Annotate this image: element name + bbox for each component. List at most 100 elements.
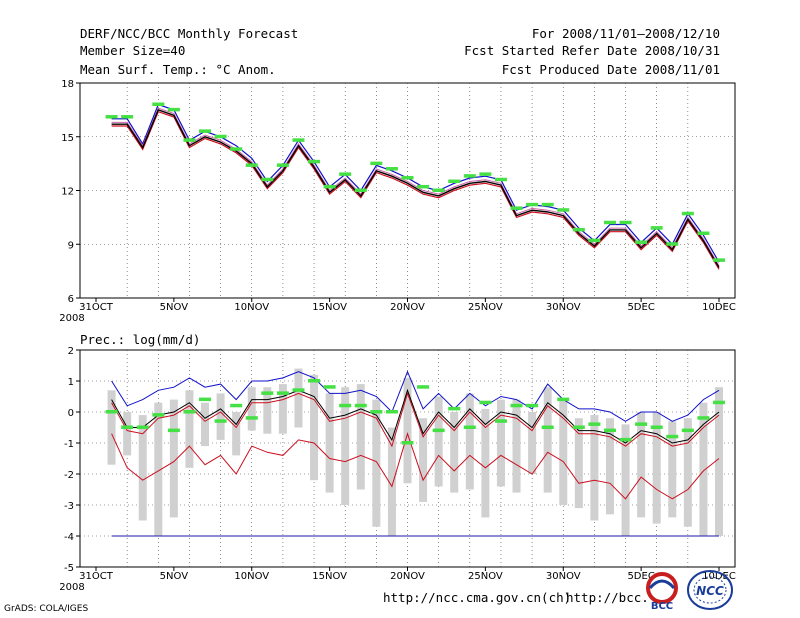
range-bar <box>107 390 116 465</box>
forecast-marker <box>557 208 570 212</box>
range-bar <box>201 402 210 447</box>
x-tick-label: 30NOV <box>546 571 581 582</box>
x-tick-label: 20NOV <box>390 571 425 582</box>
range-bar <box>559 399 568 505</box>
forecast-marker <box>230 403 243 408</box>
range-bar <box>263 387 272 434</box>
forecast-marker <box>572 425 585 429</box>
y-tick-label: 2 <box>68 346 74 357</box>
forecast-marker <box>681 428 694 433</box>
forecast-marker <box>167 107 180 112</box>
forecast-marker <box>276 163 289 167</box>
forecast-marker <box>214 419 227 423</box>
y-tick-label: 0 <box>68 408 74 419</box>
forecast-marker <box>121 115 134 119</box>
x-tick-label: 10NOV <box>234 302 269 313</box>
x-tick-label: 5NOV <box>160 302 189 313</box>
forecast-marker <box>432 188 445 192</box>
range-bar <box>341 387 350 505</box>
series-lower-line <box>111 432 720 500</box>
x-tick-label: 30NOV <box>546 302 581 313</box>
forecast-marker <box>401 441 414 445</box>
forecast-marker <box>339 403 352 408</box>
forecast-marker <box>401 175 414 180</box>
forecast-marker <box>214 134 227 139</box>
x-tick-label: 10DEC <box>702 302 736 313</box>
forecast-marker <box>666 242 679 246</box>
chart-panel-2: -5 -4 -3 -2 -1 0 1 2 31OCT 5NOV 10NOV 15NOV 20NOV 25N… <box>59 346 736 593</box>
ncc-logo-icon: NCC <box>687 570 733 610</box>
range-bar <box>372 399 381 527</box>
range-bar <box>419 418 428 502</box>
forecast-marker <box>370 161 383 166</box>
range-bar <box>465 393 474 490</box>
forecast-marker <box>245 163 258 167</box>
forecast-marker <box>167 428 180 433</box>
range-bar <box>310 374 319 481</box>
range-bar <box>683 418 692 527</box>
series-upper-line <box>111 370 720 422</box>
forecast-marker <box>230 147 243 151</box>
y-tick-label: -4 <box>64 532 74 543</box>
y-tick-label: 1 <box>68 377 74 388</box>
bcc-logo-icon: BCC <box>646 572 678 612</box>
forecast-marker <box>183 138 196 142</box>
forecast-marker <box>261 177 274 182</box>
range-bar <box>185 390 194 468</box>
chart-title: DERF/NCC/BCC Monthly Forecast <box>80 26 299 41</box>
series-lower-line <box>111 110 720 270</box>
x-tick-label: 25NOV <box>468 571 503 582</box>
forecast-marker <box>199 129 212 133</box>
x-tick-label: 5DEC <box>627 302 654 313</box>
forecast-marker <box>370 410 383 414</box>
x-tick-label: 20NOV <box>390 302 425 313</box>
precip-title: Prec.: log(mm/d) <box>80 332 200 347</box>
y-tick-label: 12 <box>61 187 74 198</box>
forecast-marker <box>650 226 663 230</box>
forecast-marker <box>354 188 367 192</box>
range-bar <box>668 421 677 518</box>
x-tick-label: 10DEC <box>702 571 736 582</box>
range-bar <box>356 384 365 490</box>
series-upper-line <box>111 103 720 263</box>
forecast-marker <box>339 172 352 176</box>
x-tick-label: 31OCT <box>79 302 114 313</box>
y-tick-label: 9 <box>68 240 74 251</box>
y-tick-label: -3 <box>64 501 74 512</box>
range-bar <box>543 387 552 493</box>
forecast-marker <box>121 425 134 429</box>
range-bar <box>123 412 132 456</box>
forecast-marker <box>308 379 321 383</box>
forecast-marker <box>292 388 305 392</box>
forecast-marker <box>152 413 165 417</box>
grads-credit: GrADS: COLA/IGES <box>4 604 89 614</box>
y-tick-label: 18 <box>61 79 74 90</box>
footer-url-bcc[interactable]: http://bcc. <box>566 590 649 605</box>
range-bar <box>169 399 178 518</box>
forecast-marker <box>681 211 694 216</box>
range-bar <box>528 412 537 474</box>
x-tick-label: 5NOV <box>160 571 189 582</box>
forecast-marker <box>448 179 461 184</box>
forecast-marker <box>479 400 492 405</box>
forecast-marker <box>541 202 554 207</box>
forecast-marker <box>417 385 430 389</box>
member-size-label: Member Size=40 <box>80 43 186 58</box>
forecast-marker <box>526 202 539 207</box>
range-bar <box>652 412 661 524</box>
range-bar <box>605 418 614 515</box>
forecast-marker <box>354 403 367 408</box>
y-tick-label: 15 <box>61 133 74 144</box>
forecast-marker <box>650 425 663 429</box>
y-tick-label: -1 <box>64 439 74 450</box>
forecast-marker <box>385 410 398 414</box>
forecast-marker <box>323 385 336 389</box>
forecast-marker <box>183 410 196 414</box>
forecast-marker <box>713 258 725 262</box>
forecast-marker <box>463 425 476 429</box>
ncc-logo-text: NCC <box>696 584 724 598</box>
footer-url-cn[interactable]: http://ncc.cma.gov.cn(ch) <box>383 590 572 605</box>
range-bar <box>621 424 630 536</box>
forecast-marker <box>603 220 616 225</box>
